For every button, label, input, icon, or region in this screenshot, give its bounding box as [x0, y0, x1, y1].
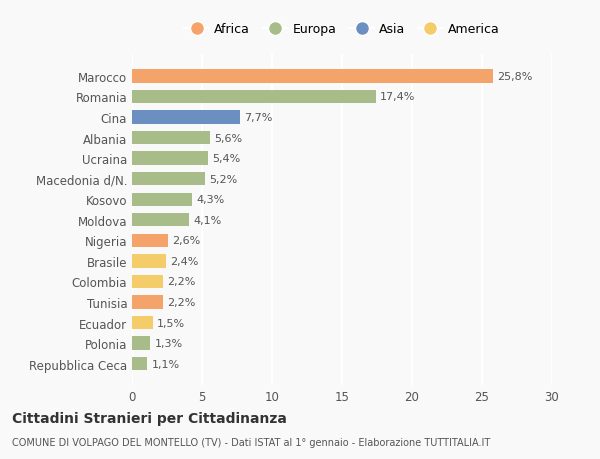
Bar: [132, 296, 163, 309]
Text: 25,8%: 25,8%: [497, 72, 533, 82]
Bar: [132, 111, 240, 124]
Text: Cittadini Stranieri per Cittadinanza: Cittadini Stranieri per Cittadinanza: [12, 411, 287, 425]
Bar: [132, 193, 192, 207]
Bar: [132, 255, 166, 268]
Text: 2,4%: 2,4%: [170, 256, 198, 266]
Text: 4,3%: 4,3%: [196, 195, 224, 205]
Bar: [132, 213, 190, 227]
Bar: [132, 316, 153, 330]
Text: 2,2%: 2,2%: [167, 297, 196, 308]
Text: 17,4%: 17,4%: [380, 92, 415, 102]
Bar: [132, 152, 208, 165]
Text: 4,1%: 4,1%: [194, 215, 222, 225]
Text: 7,7%: 7,7%: [244, 113, 272, 123]
Text: 5,2%: 5,2%: [209, 174, 237, 185]
Text: 1,5%: 1,5%: [157, 318, 185, 328]
Bar: [132, 70, 493, 84]
Bar: [132, 357, 148, 370]
Text: 2,6%: 2,6%: [173, 236, 201, 246]
Text: 5,6%: 5,6%: [215, 133, 243, 143]
Text: COMUNE DI VOLPAGO DEL MONTELLO (TV) - Dati ISTAT al 1° gennaio - Elaborazione TU: COMUNE DI VOLPAGO DEL MONTELLO (TV) - Da…: [12, 437, 490, 447]
Legend: Africa, Europa, Asia, America: Africa, Europa, Asia, America: [179, 18, 505, 41]
Bar: [132, 234, 169, 247]
Bar: [132, 275, 163, 289]
Text: 1,3%: 1,3%: [154, 338, 182, 348]
Bar: [132, 173, 205, 186]
Text: 2,2%: 2,2%: [167, 277, 196, 287]
Bar: [132, 132, 211, 145]
Text: 5,4%: 5,4%: [212, 154, 240, 164]
Bar: [132, 90, 376, 104]
Text: 1,1%: 1,1%: [152, 359, 180, 369]
Bar: [132, 337, 150, 350]
